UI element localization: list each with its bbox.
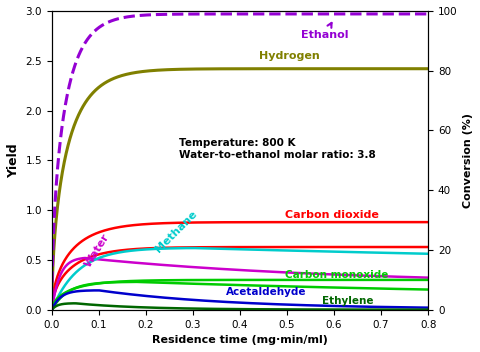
Text: Temperature: 800 K
Water-to-ethanol molar ratio: 3.8: Temperature: 800 K Water-to-ethanol mola… <box>179 138 376 160</box>
Text: Water: Water <box>83 232 111 269</box>
Text: Ethylene: Ethylene <box>322 296 374 306</box>
Text: Acetaldehyde: Acetaldehyde <box>226 287 306 297</box>
Text: Carbon monoxide: Carbon monoxide <box>285 270 388 280</box>
Text: Ethanol: Ethanol <box>301 23 348 40</box>
X-axis label: Residence time (mg·min/ml): Residence time (mg·min/ml) <box>152 335 328 345</box>
Text: Carbon dioxide: Carbon dioxide <box>285 210 379 220</box>
Y-axis label: Yield: Yield <box>7 143 20 178</box>
Text: Methane: Methane <box>153 208 199 254</box>
Y-axis label: Conversion (%): Conversion (%) <box>463 113 473 208</box>
Text: Hydrogen: Hydrogen <box>259 51 320 61</box>
